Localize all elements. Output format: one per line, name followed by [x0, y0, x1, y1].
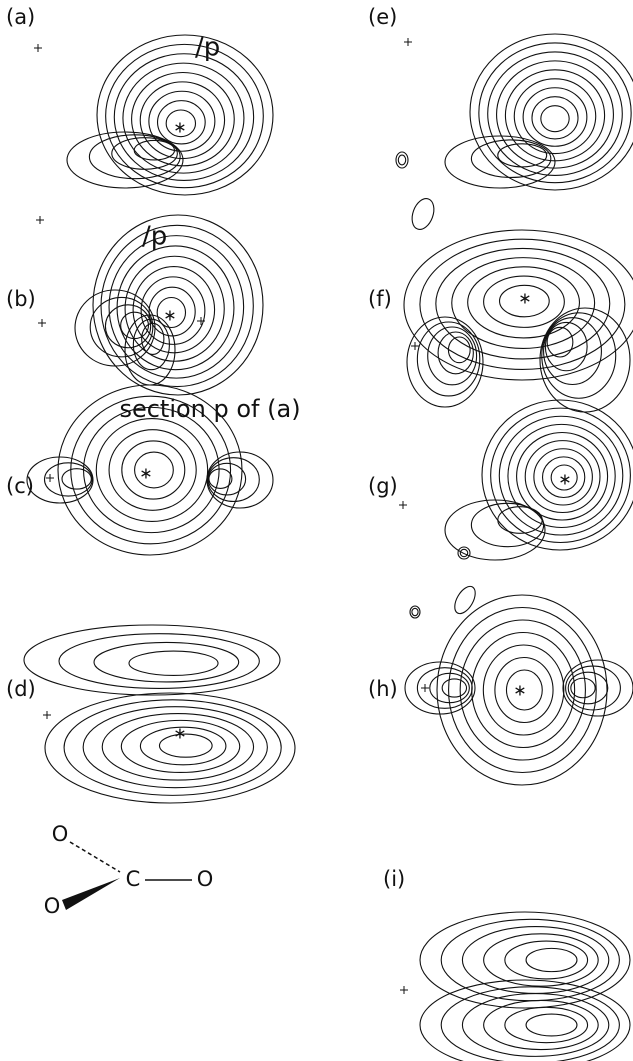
contour — [514, 79, 595, 154]
contour — [441, 919, 619, 1000]
contour — [94, 642, 239, 682]
contour — [75, 290, 155, 366]
contour — [445, 500, 545, 560]
star-marker: ∗ — [173, 118, 186, 137]
panel-label: (i) — [383, 867, 405, 891]
atom: C — [126, 867, 141, 891]
contour — [470, 34, 633, 190]
contour — [129, 651, 218, 675]
panel-label: (h) — [368, 677, 398, 701]
contour — [412, 608, 418, 615]
atom: O — [197, 867, 214, 891]
star-marker: ∗ — [173, 724, 186, 743]
panel-label: (g) — [368, 474, 398, 498]
wedge-bond — [62, 878, 120, 910]
contour — [441, 987, 619, 1061]
contour — [101, 225, 253, 386]
star-marker: ∗ — [513, 681, 526, 700]
section-caption: section p of (a) — [119, 395, 300, 423]
contour — [532, 97, 578, 139]
figure: ∗∗∗∗∗∗∗ (a) (b) (c) (d) (e) (f) (g) (h) … — [0, 0, 633, 1061]
molecule: O C O O — [44, 822, 214, 918]
star-marker: ∗ — [163, 306, 176, 325]
contour — [505, 70, 604, 161]
contour — [24, 625, 280, 695]
contour — [505, 1007, 588, 1042]
contour — [134, 140, 174, 159]
contour — [62, 469, 91, 489]
contour — [408, 196, 438, 233]
panel-label: (e) — [368, 5, 397, 29]
contour — [405, 662, 475, 714]
contour — [209, 469, 232, 488]
contour — [398, 155, 405, 165]
panel-label: (d) — [6, 677, 36, 701]
contour — [541, 106, 569, 132]
section-mark: /p — [195, 33, 220, 63]
contour — [445, 136, 555, 188]
panel-label: (c) — [6, 474, 34, 498]
contour — [93, 215, 263, 395]
star-marker: ∗ — [139, 464, 152, 483]
contour — [471, 503, 543, 546]
contour — [45, 693, 295, 803]
panel-label: (a) — [6, 5, 35, 29]
contour — [526, 1014, 577, 1036]
contour — [442, 679, 466, 697]
contour-plots: ∗ ∗ ∗ ∗ ∗ ∗ ∗ — [24, 34, 633, 1061]
dashed-bond — [70, 842, 120, 872]
contour — [451, 583, 480, 617]
star-marker: ∗ — [518, 289, 531, 308]
contour — [122, 441, 185, 499]
section-mark: /p — [142, 222, 167, 252]
contour — [563, 660, 633, 716]
panel-label: (f) — [368, 287, 392, 311]
contour — [64, 700, 281, 796]
panel-label: (b) — [6, 287, 36, 311]
contour — [462, 994, 608, 1057]
contour — [488, 52, 623, 175]
contour — [59, 634, 259, 689]
atom: O — [52, 822, 69, 846]
star-marker: ∗ — [558, 470, 571, 489]
contour — [526, 948, 577, 971]
contour — [45, 463, 93, 496]
contour — [207, 452, 273, 508]
atom: O — [44, 894, 61, 918]
contour — [505, 941, 588, 979]
